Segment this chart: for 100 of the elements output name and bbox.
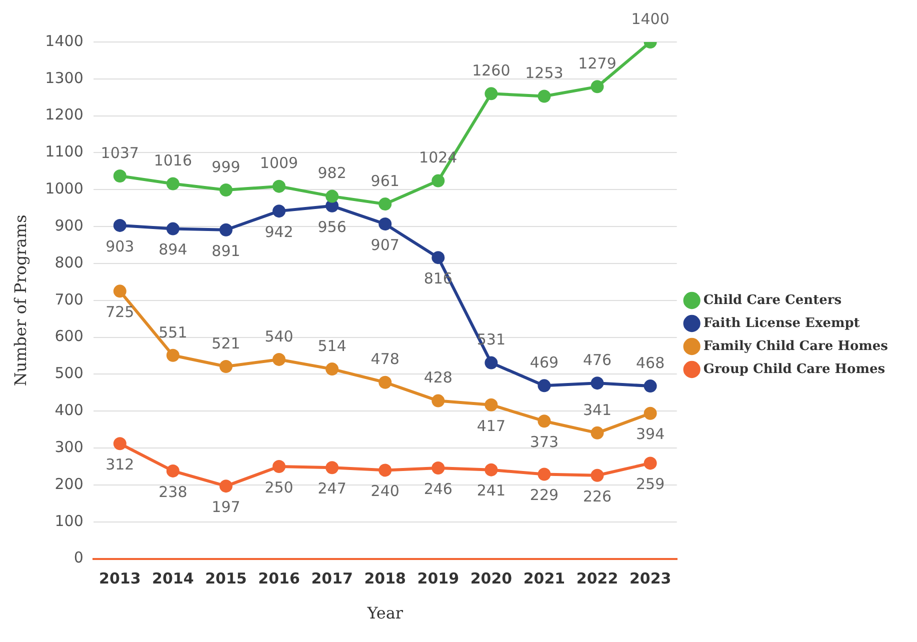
data-label: 1279 xyxy=(578,54,616,73)
point xyxy=(590,376,604,390)
y-axis-title: Number of Programs xyxy=(10,214,30,386)
point xyxy=(432,174,445,188)
y-tick-label: 600 xyxy=(54,327,84,346)
data-label: 1260 xyxy=(472,62,510,80)
data-label: 1253 xyxy=(525,64,564,82)
y-tick-label: 200 xyxy=(54,474,84,493)
data-label: 373 xyxy=(530,433,559,451)
data-label: 478 xyxy=(370,350,400,368)
point xyxy=(644,406,657,420)
point xyxy=(590,468,604,482)
point xyxy=(378,376,392,389)
point xyxy=(113,170,126,182)
data-label: 540 xyxy=(264,327,294,346)
point xyxy=(538,414,551,428)
data-label: 469 xyxy=(530,354,559,372)
data-label: 999 xyxy=(212,158,240,176)
legend-label: Faith License Exempt xyxy=(703,316,860,331)
data-label: 259 xyxy=(636,475,665,494)
y-tick-label: 1400 xyxy=(45,32,84,50)
point xyxy=(644,456,657,470)
data-label: 241 xyxy=(476,482,506,500)
data-label: 428 xyxy=(424,368,452,387)
data-label: 417 xyxy=(476,416,506,435)
x-tick-label: 2015 xyxy=(205,570,247,588)
data-label: 246 xyxy=(424,480,452,498)
legend-label: Family Child Care Homes xyxy=(703,338,888,354)
point xyxy=(484,463,498,476)
data-label: 1037 xyxy=(100,144,139,162)
point xyxy=(113,284,126,298)
data-label: 907 xyxy=(370,236,400,254)
x-tick-label: 2023 xyxy=(629,570,672,588)
data-label: 240 xyxy=(370,482,400,500)
point xyxy=(113,218,126,232)
point xyxy=(644,380,657,393)
y-tick-label: 300 xyxy=(54,438,84,456)
point xyxy=(432,394,445,408)
data-label: 982 xyxy=(318,164,346,182)
data-label: 961 xyxy=(370,172,400,190)
point xyxy=(326,461,339,474)
point xyxy=(326,362,339,376)
y-tick-label: 900 xyxy=(54,216,84,234)
point xyxy=(272,460,286,474)
y-tick-label: 0 xyxy=(74,548,84,567)
y-tick-label: 400 xyxy=(54,401,84,420)
point xyxy=(484,398,498,412)
data-label: 891 xyxy=(212,242,240,260)
point xyxy=(166,177,180,190)
data-label: 250 xyxy=(264,478,294,496)
x-tick-label: 2019 xyxy=(417,570,460,588)
data-label: 341 xyxy=(582,400,612,419)
point xyxy=(272,352,286,366)
point xyxy=(166,222,180,236)
data-label: 1016 xyxy=(154,152,192,170)
point xyxy=(166,464,180,478)
point xyxy=(219,480,232,493)
y-tick-label: 700 xyxy=(54,290,84,308)
point xyxy=(219,184,232,197)
x-axis-title: Year xyxy=(366,604,404,623)
data-label: 956 xyxy=(318,218,346,236)
data-label: 514 xyxy=(318,336,346,355)
point xyxy=(484,87,498,100)
point xyxy=(590,426,604,440)
data-label: 229 xyxy=(530,486,559,504)
data-label: 226 xyxy=(582,487,612,506)
point xyxy=(484,356,498,370)
data-label: 942 xyxy=(264,222,294,241)
y-tick-label: 100 xyxy=(54,512,84,530)
x-tick-label: 2017 xyxy=(311,570,353,588)
point xyxy=(538,379,551,392)
legend-label: Child Care Centers xyxy=(703,292,842,308)
point xyxy=(538,468,551,481)
data-label: 238 xyxy=(158,482,188,501)
data-label: 894 xyxy=(158,240,188,259)
point xyxy=(272,180,286,193)
data-label: 468 xyxy=(636,354,665,372)
x-tick-label: 2013 xyxy=(99,570,141,588)
y-tick-label: 1100 xyxy=(45,142,84,161)
point xyxy=(378,217,392,230)
data-label: 394 xyxy=(636,425,665,444)
data-label: 551 xyxy=(158,323,188,342)
data-label: 1009 xyxy=(260,154,298,172)
x-tick-label: 2022 xyxy=(576,570,618,588)
y-tick-label: 1200 xyxy=(45,106,84,124)
point xyxy=(432,461,445,474)
point xyxy=(326,190,339,203)
x-tick-label: 2021 xyxy=(523,570,566,588)
y-tick-label: 1300 xyxy=(45,68,84,87)
data-label: 521 xyxy=(212,334,240,352)
x-tick-label: 2016 xyxy=(258,570,300,588)
point xyxy=(219,360,232,373)
data-label: 476 xyxy=(582,350,612,369)
point xyxy=(272,204,286,218)
point xyxy=(326,199,339,212)
point xyxy=(590,80,604,94)
x-tick-label: 2018 xyxy=(364,570,406,588)
point xyxy=(432,251,445,264)
data-label: 197 xyxy=(212,498,240,516)
y-tick-label: 500 xyxy=(54,364,84,382)
